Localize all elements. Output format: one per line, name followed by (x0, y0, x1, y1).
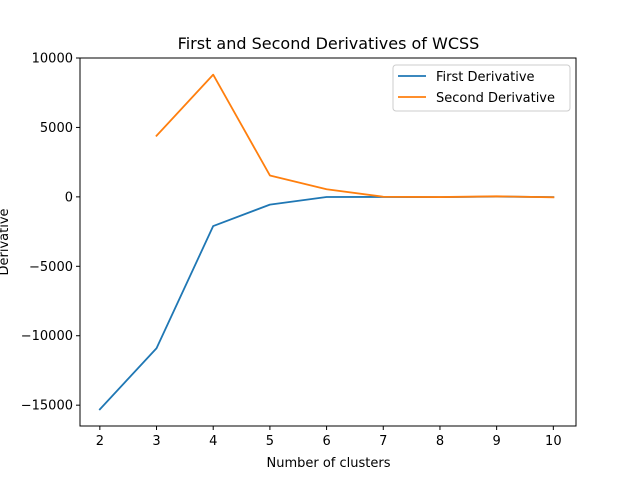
x-tick-label: 10 (545, 434, 562, 449)
legend-label-first-derivative: First Derivative (436, 70, 535, 85)
y-tick-label: 5000 (40, 121, 73, 136)
series-line-second-derivative (155, 73, 555, 199)
x-axis-label: Number of clusters (266, 456, 390, 471)
chart-title: First and Second Derivatives of WCSS (178, 34, 480, 53)
legend: First Derivative Second Derivative (392, 64, 571, 112)
y-tick-label: −5000 (29, 260, 73, 275)
y-tick-label: −15000 (21, 399, 73, 414)
x-tick-label: 7 (379, 434, 387, 449)
series-line-first-derivative (98, 195, 555, 411)
x-tick-label: 6 (322, 434, 330, 449)
y-tick-label: 0 (65, 190, 73, 205)
y-axis-label: Derivative (0, 208, 12, 275)
y-tick-label: 10000 (32, 52, 73, 67)
plot-area (79, 57, 577, 427)
x-tick-label: 8 (436, 434, 444, 449)
x-tick-label: 3 (152, 434, 160, 449)
legend-box (392, 64, 571, 112)
x-tick-label: 5 (266, 434, 274, 449)
legend-label-second-derivative: Second Derivative (436, 91, 555, 106)
x-tick-label: 9 (492, 434, 500, 449)
y-tick-label: −10000 (21, 329, 73, 344)
x-tick-label: 4 (209, 434, 217, 449)
x-tick-label: 2 (96, 434, 104, 449)
